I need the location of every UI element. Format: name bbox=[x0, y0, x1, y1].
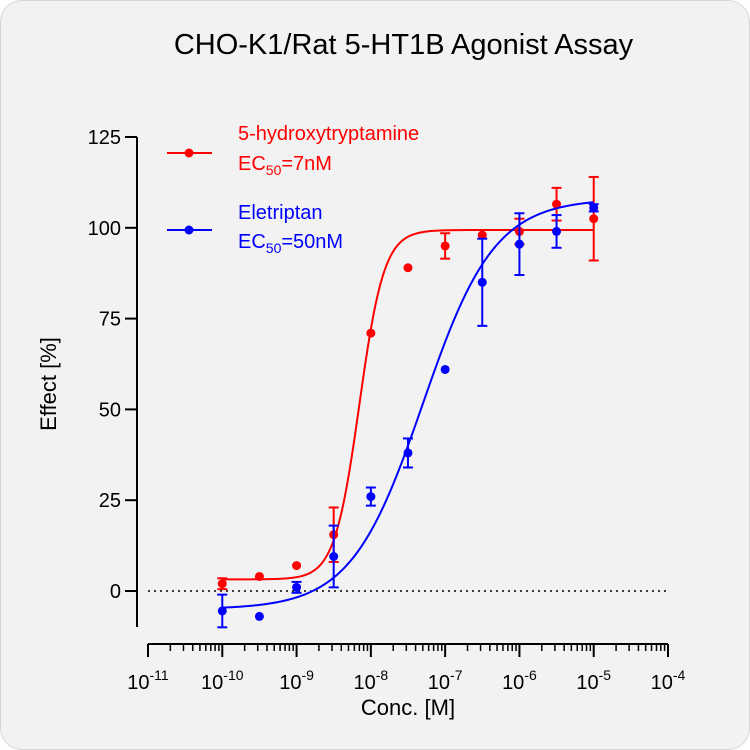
data-point bbox=[217, 579, 227, 589]
data-point bbox=[589, 214, 599, 224]
data-point bbox=[477, 230, 487, 240]
y-tick-label: 125 bbox=[88, 127, 121, 149]
data-point bbox=[440, 364, 450, 374]
data-point bbox=[403, 448, 413, 458]
series-1 bbox=[217, 201, 599, 629]
x-tick-label: 10-6 bbox=[502, 667, 537, 694]
data-point bbox=[254, 611, 264, 621]
legend-ec50: EC50=7nM bbox=[238, 153, 332, 178]
x-tick-label: 10-11 bbox=[127, 667, 169, 694]
data-point bbox=[254, 571, 264, 581]
data-point bbox=[552, 199, 562, 209]
x-tick-label: 10-10 bbox=[201, 667, 244, 694]
y-tick-label: 50 bbox=[99, 399, 121, 421]
y-tick-label: 0 bbox=[110, 581, 121, 603]
y-tick-label: 75 bbox=[99, 309, 121, 331]
data-point bbox=[440, 241, 450, 251]
fit-curve bbox=[222, 201, 594, 609]
legend-ec50: EC50=50nM bbox=[238, 231, 343, 256]
x-axis-label: Conc. [M] bbox=[361, 695, 455, 720]
series-layer bbox=[217, 175, 599, 629]
legend: 5-hydroxytryptamine EC50=7nM Eletriptan EC5… bbox=[167, 123, 419, 256]
data-point bbox=[366, 492, 376, 502]
legend-series-name: Eletriptan bbox=[238, 202, 323, 224]
legend-marker bbox=[184, 148, 194, 158]
legend-series-name: 5-hydroxytryptamine bbox=[238, 123, 419, 145]
data-point bbox=[217, 606, 227, 616]
x-tick-label: 10-9 bbox=[279, 667, 314, 694]
y-axis-label: Effect [%] bbox=[36, 337, 61, 431]
data-point bbox=[589, 203, 599, 213]
y-tick-label: 25 bbox=[99, 490, 121, 512]
series-0 bbox=[217, 175, 599, 591]
x-tick-label: 10-7 bbox=[428, 667, 463, 694]
data-point bbox=[477, 277, 487, 287]
data-point bbox=[403, 263, 413, 273]
x-tick-label: 10-5 bbox=[576, 667, 611, 694]
legend-marker bbox=[184, 225, 194, 235]
data-point bbox=[514, 239, 524, 249]
data-point bbox=[292, 561, 302, 571]
data-point bbox=[292, 582, 302, 592]
x-tick-label: 10-4 bbox=[651, 667, 686, 694]
data-point bbox=[366, 328, 376, 338]
chart-title: CHO-K1/Rat 5-HT1B Agonist Assay bbox=[173, 29, 634, 61]
data-point bbox=[329, 551, 339, 561]
y-tick-label: 100 bbox=[88, 218, 121, 240]
fit-curve bbox=[222, 228, 594, 581]
x-tick-label: 10-8 bbox=[354, 667, 389, 694]
data-point bbox=[552, 226, 562, 236]
axes: 0 25 50 75 100 125 10-11 10-10 10-9 10-8 10-7 10-6 1… bbox=[88, 127, 686, 694]
